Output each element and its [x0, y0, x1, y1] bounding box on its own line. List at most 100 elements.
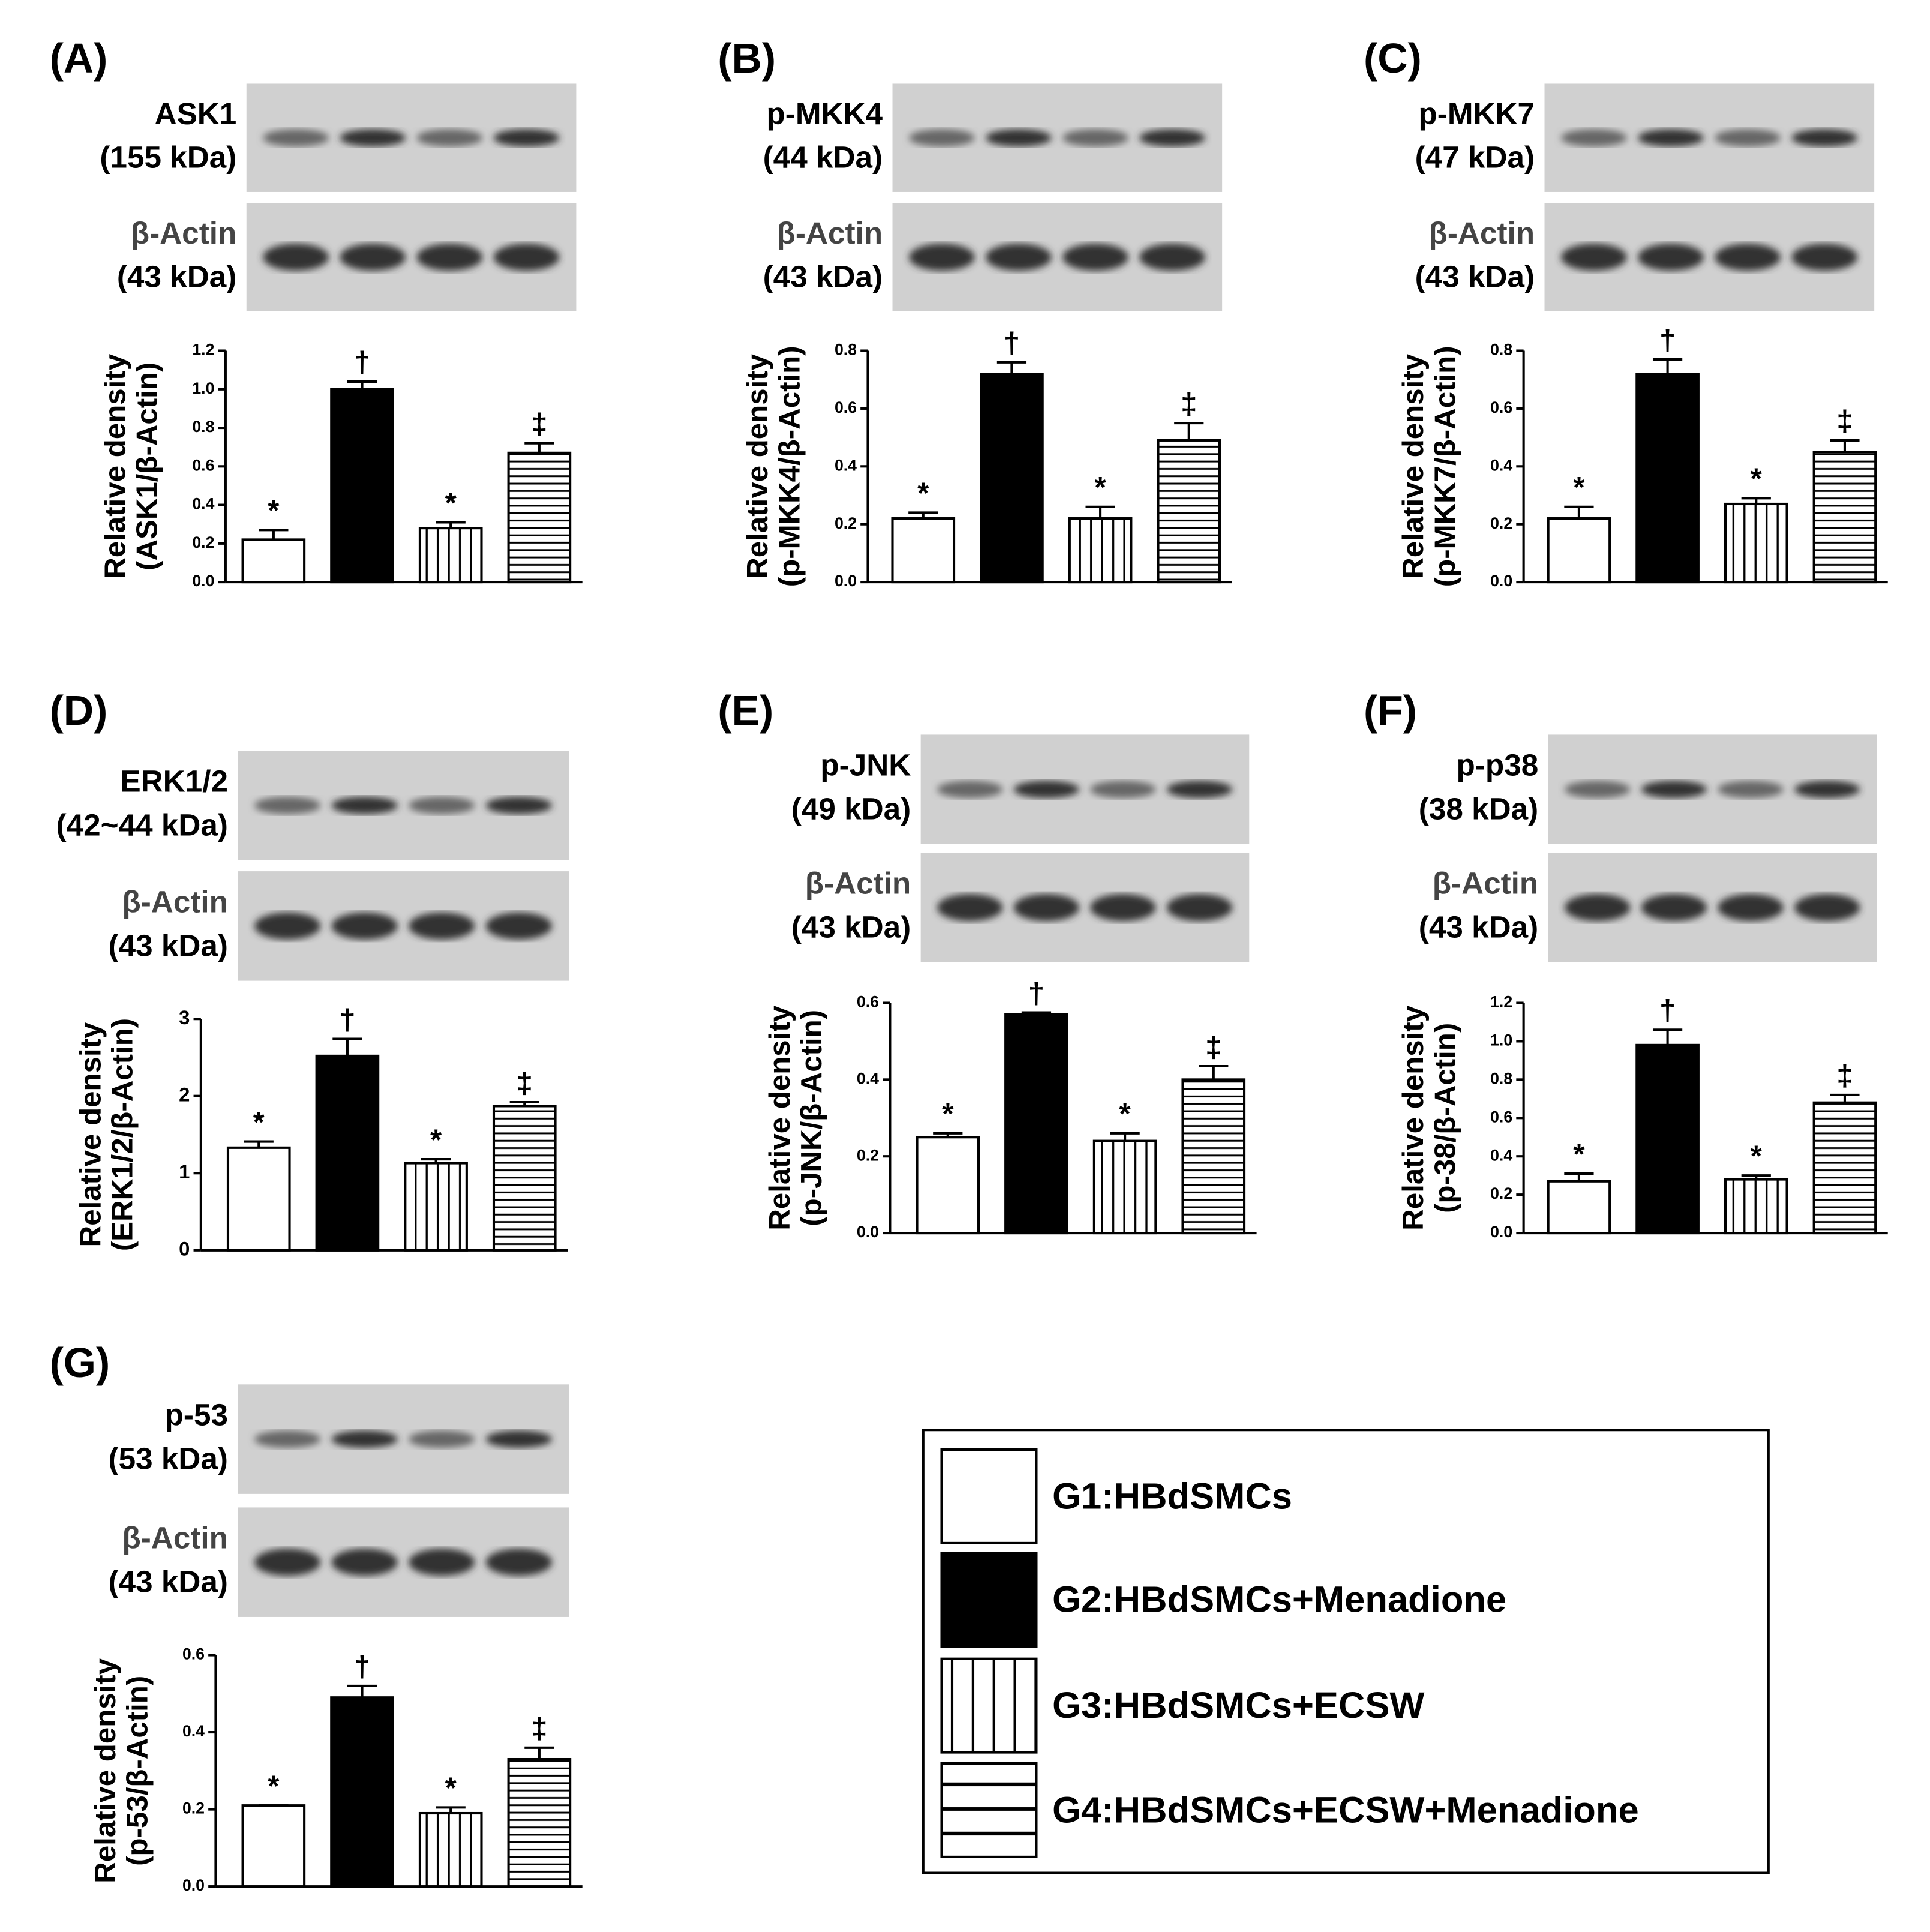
blot-label: (47 kDa) — [1415, 140, 1535, 174]
bar — [330, 1696, 394, 1888]
blot-label: (43 kDa) — [117, 259, 236, 293]
blot-label: p-p38 — [1457, 748, 1539, 782]
blot-label: p-MKK7 — [1418, 97, 1535, 131]
blot-band — [1715, 244, 1781, 271]
panel-label: (A) — [50, 35, 108, 82]
significance-mark: * — [445, 487, 457, 520]
bar — [330, 388, 394, 584]
panel-label: (C) — [1364, 35, 1422, 82]
bar — [226, 1146, 291, 1252]
blot-label: (43 kDa) — [791, 910, 911, 944]
significance-mark: * — [268, 494, 280, 527]
blot-band — [1013, 781, 1080, 799]
blot-band — [340, 244, 406, 271]
y-tick-label: 1 — [179, 1160, 190, 1183]
bar — [507, 1757, 572, 1888]
y-tick-label: 0.0 — [1490, 572, 1512, 590]
significance-mark: * — [1751, 1139, 1763, 1172]
y-tick-label: 0.8 — [1490, 341, 1512, 359]
blot-band — [254, 796, 321, 814]
blot-band — [1794, 894, 1860, 922]
blot-label: β-Actin — [805, 866, 911, 901]
blot-band — [1560, 244, 1627, 271]
blot-band — [1166, 894, 1233, 922]
y-tick-label: 0.6 — [835, 398, 857, 416]
blot-band — [1090, 894, 1156, 922]
significance-mark: † — [1659, 323, 1676, 356]
bar — [404, 1162, 468, 1252]
y-axis-label: Relative density — [74, 1022, 107, 1247]
bar — [241, 1804, 306, 1888]
blot-band — [493, 244, 560, 271]
blot-label: β-Actin — [131, 216, 237, 250]
y-axis-label: (p-38/β-Actin) — [1428, 1023, 1461, 1213]
y-axis-label: (ASK1/β-Actin) — [131, 362, 164, 571]
significance-mark: ‡ — [531, 407, 547, 440]
blot-label: (53 kDa) — [109, 1442, 228, 1476]
bar — [492, 1105, 557, 1252]
significance-mark: * — [917, 477, 929, 510]
blot-band — [263, 129, 329, 147]
significance-mark: ‡ — [517, 1066, 533, 1099]
y-axis-label: Relative density — [98, 353, 131, 578]
y-tick-label: 0.4 — [835, 456, 857, 474]
y-axis-label: (p-MKK7/β-Actin) — [1428, 346, 1461, 587]
blot-band — [1062, 244, 1129, 271]
blot-band — [908, 129, 975, 147]
blot-band — [416, 244, 483, 271]
significance-mark: * — [942, 1097, 954, 1130]
bar — [1812, 1101, 1877, 1235]
significance-mark: ‡ — [1836, 1059, 1853, 1092]
y-tick-label: 0.0 — [1490, 1223, 1512, 1241]
blot-band — [485, 1549, 552, 1576]
blot-band — [409, 1549, 475, 1576]
panel-label: (E) — [718, 687, 773, 734]
significance-mark: * — [430, 1123, 442, 1156]
blot-label: β-Actin — [1433, 866, 1539, 901]
blot-band — [1565, 781, 1631, 799]
blot-band — [331, 1430, 398, 1448]
blot-label: β-Actin — [777, 216, 883, 250]
blot-label: (43 kDa) — [109, 1565, 228, 1599]
blot-label: (43 kDa) — [763, 259, 883, 293]
blot-band — [409, 796, 475, 814]
y-tick-label: 0.8 — [192, 418, 214, 436]
blot-label: (38 kDa) — [1419, 792, 1538, 826]
blot-label: (43 kDa) — [1415, 259, 1535, 293]
bar — [418, 1811, 483, 1888]
y-tick-label: 1.2 — [1490, 993, 1512, 1011]
blot-label: (43 kDa) — [109, 928, 228, 962]
blot-band — [986, 244, 1052, 271]
y-tick-label: 0.2 — [835, 514, 857, 532]
significance-mark: * — [1119, 1097, 1131, 1130]
blot-band — [1013, 894, 1080, 922]
y-tick-label: 0.6 — [857, 993, 879, 1011]
blot-band — [254, 912, 321, 940]
y-tick-label: 0.0 — [182, 1876, 205, 1894]
panel-label: (F) — [1364, 687, 1417, 734]
y-axis-label: Relative density — [763, 1005, 796, 1230]
blot-band — [1638, 129, 1704, 147]
blot-band — [908, 244, 975, 271]
blot-label: p-MKK4 — [766, 97, 883, 131]
y-tick-label: 0.6 — [1490, 398, 1512, 416]
significance-mark: * — [1095, 471, 1107, 504]
blot-band — [331, 796, 398, 814]
legend-label: G1:HBdSMCs — [1052, 1475, 1292, 1517]
blot-band — [1791, 244, 1858, 271]
y-tick-label: 0.4 — [1490, 1146, 1512, 1164]
blot-label: β-Actin — [1429, 216, 1535, 250]
bar — [1635, 1043, 1700, 1235]
significance-mark: † — [354, 346, 370, 379]
blot-band — [1715, 129, 1781, 147]
y-tick-label: 0.8 — [1490, 1069, 1512, 1087]
significance-mark: † — [1659, 994, 1676, 1027]
y-tick-label: 0.6 — [192, 456, 214, 474]
blot-band — [937, 781, 1003, 799]
blot-label: (44 kDa) — [763, 140, 883, 174]
y-tick-label: 0.6 — [1490, 1108, 1512, 1126]
blot-band — [1641, 894, 1707, 922]
bar — [1547, 1180, 1611, 1235]
y-tick-label: 0.4 — [1490, 456, 1512, 474]
